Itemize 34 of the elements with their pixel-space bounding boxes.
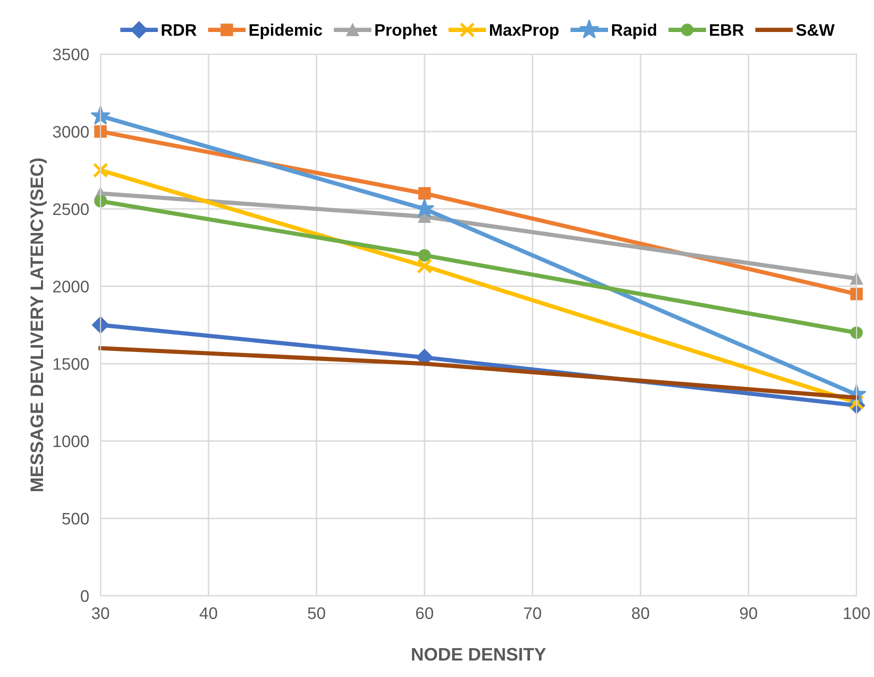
- y-tick-label: 1500: [54, 358, 89, 370]
- y-tick-label: 0: [80, 590, 89, 602]
- y-tick-label: 2500: [53, 203, 89, 216]
- y-tick-label: 3500: [52, 48, 89, 60]
- legend-label: Prophet: [375, 24, 438, 40]
- legend-label: Rapid: [612, 24, 656, 40]
- point: [92, 162, 108, 178]
- y-tick-label: 3000: [52, 126, 89, 138]
- x-tick-label: 80: [632, 607, 650, 620]
- x-axis-title: NODE DENSITY: [412, 648, 546, 661]
- point: [416, 258, 432, 274]
- x-tick-label: 70: [524, 607, 542, 620]
- x-tick-label: 90: [740, 607, 758, 620]
- y-tick-label: 1000: [54, 435, 89, 448]
- y-tick-label: 500: [62, 512, 89, 525]
- y-axis-title: MESSAGE DEVLIVERY LATENCY(SEC): [30, 158, 47, 492]
- legend-label: S&W: [796, 24, 835, 36]
- legend-label: Epidemic: [250, 24, 322, 40]
- point: [850, 272, 863, 285]
- legend-label: EBR: [710, 24, 744, 36]
- point: [850, 288, 863, 300]
- point: [850, 326, 863, 339]
- x-tick-label: 100: [844, 607, 870, 620]
- legend-label: MaxProp: [490, 24, 559, 40]
- y-tick-label: 2000: [53, 280, 89, 292]
- point: [418, 187, 431, 200]
- point: [418, 249, 431, 262]
- x-tick-label: 40: [200, 607, 218, 620]
- x-tick-label: 60: [416, 607, 434, 620]
- x-tick-label: 30: [92, 607, 110, 620]
- point: [94, 125, 107, 138]
- point: [94, 194, 107, 208]
- legend-label: RDR: [162, 24, 196, 36]
- x-tick-label: 50: [308, 607, 326, 620]
